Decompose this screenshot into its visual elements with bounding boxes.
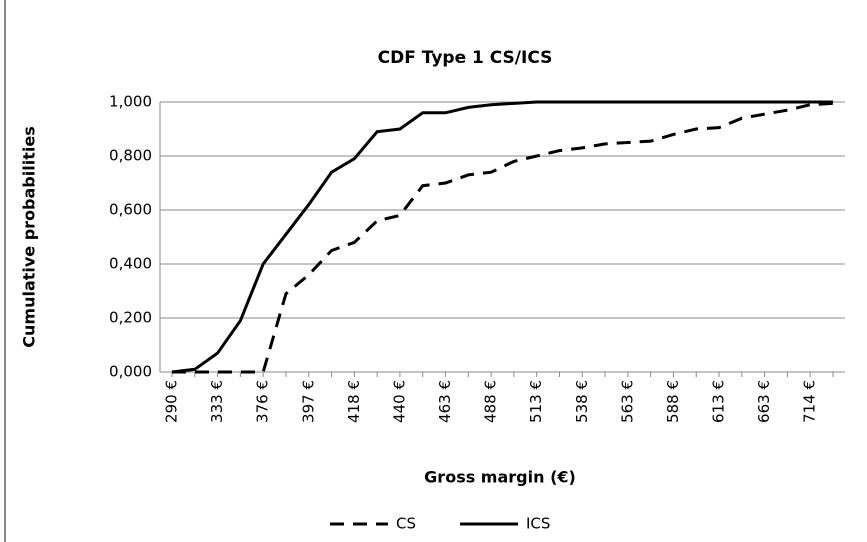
x-tick-label: 613 €: [710, 380, 728, 423]
x-tick-label: 538 €: [573, 380, 591, 423]
x-tick-label: 563 €: [618, 380, 636, 423]
series-line: [171, 100, 833, 374]
legend-label: CS: [396, 515, 416, 533]
x-tick-label: 488 €: [482, 380, 500, 423]
x-tick-label: 663 €: [755, 380, 773, 423]
chart-title: CDF Type 1 CS/ICS: [378, 48, 553, 68]
series-line: [172, 101, 834, 374]
x-tick-label: 463 €: [436, 380, 454, 423]
y-tick-label: 0,000: [109, 363, 152, 381]
y-tick-label: 0,800: [109, 147, 152, 165]
x-tick-label: 714 €: [801, 380, 819, 423]
x-tick-label: 513 €: [527, 380, 545, 423]
x-tick-label: 588 €: [664, 380, 682, 423]
x-tick-label: 440 €: [390, 380, 408, 423]
x-tick-label: 333 €: [208, 380, 226, 423]
y-tick-label: 0,400: [109, 255, 152, 273]
x-tick-label: 290 €: [163, 380, 181, 423]
x-tick-label: 418 €: [345, 380, 363, 423]
x-axis-title: Gross margin (€): [424, 468, 576, 487]
legend-label: ICS: [526, 515, 550, 533]
y-tick-label: 0,200: [109, 309, 152, 327]
y-tick-label: 1,000: [109, 93, 152, 111]
y-axis-title: Cumulative probabilities: [20, 126, 39, 347]
x-tick-label: 397 €: [299, 380, 317, 423]
x-tick-label: 376 €: [254, 380, 272, 423]
y-tick-label: 0,600: [109, 201, 152, 219]
